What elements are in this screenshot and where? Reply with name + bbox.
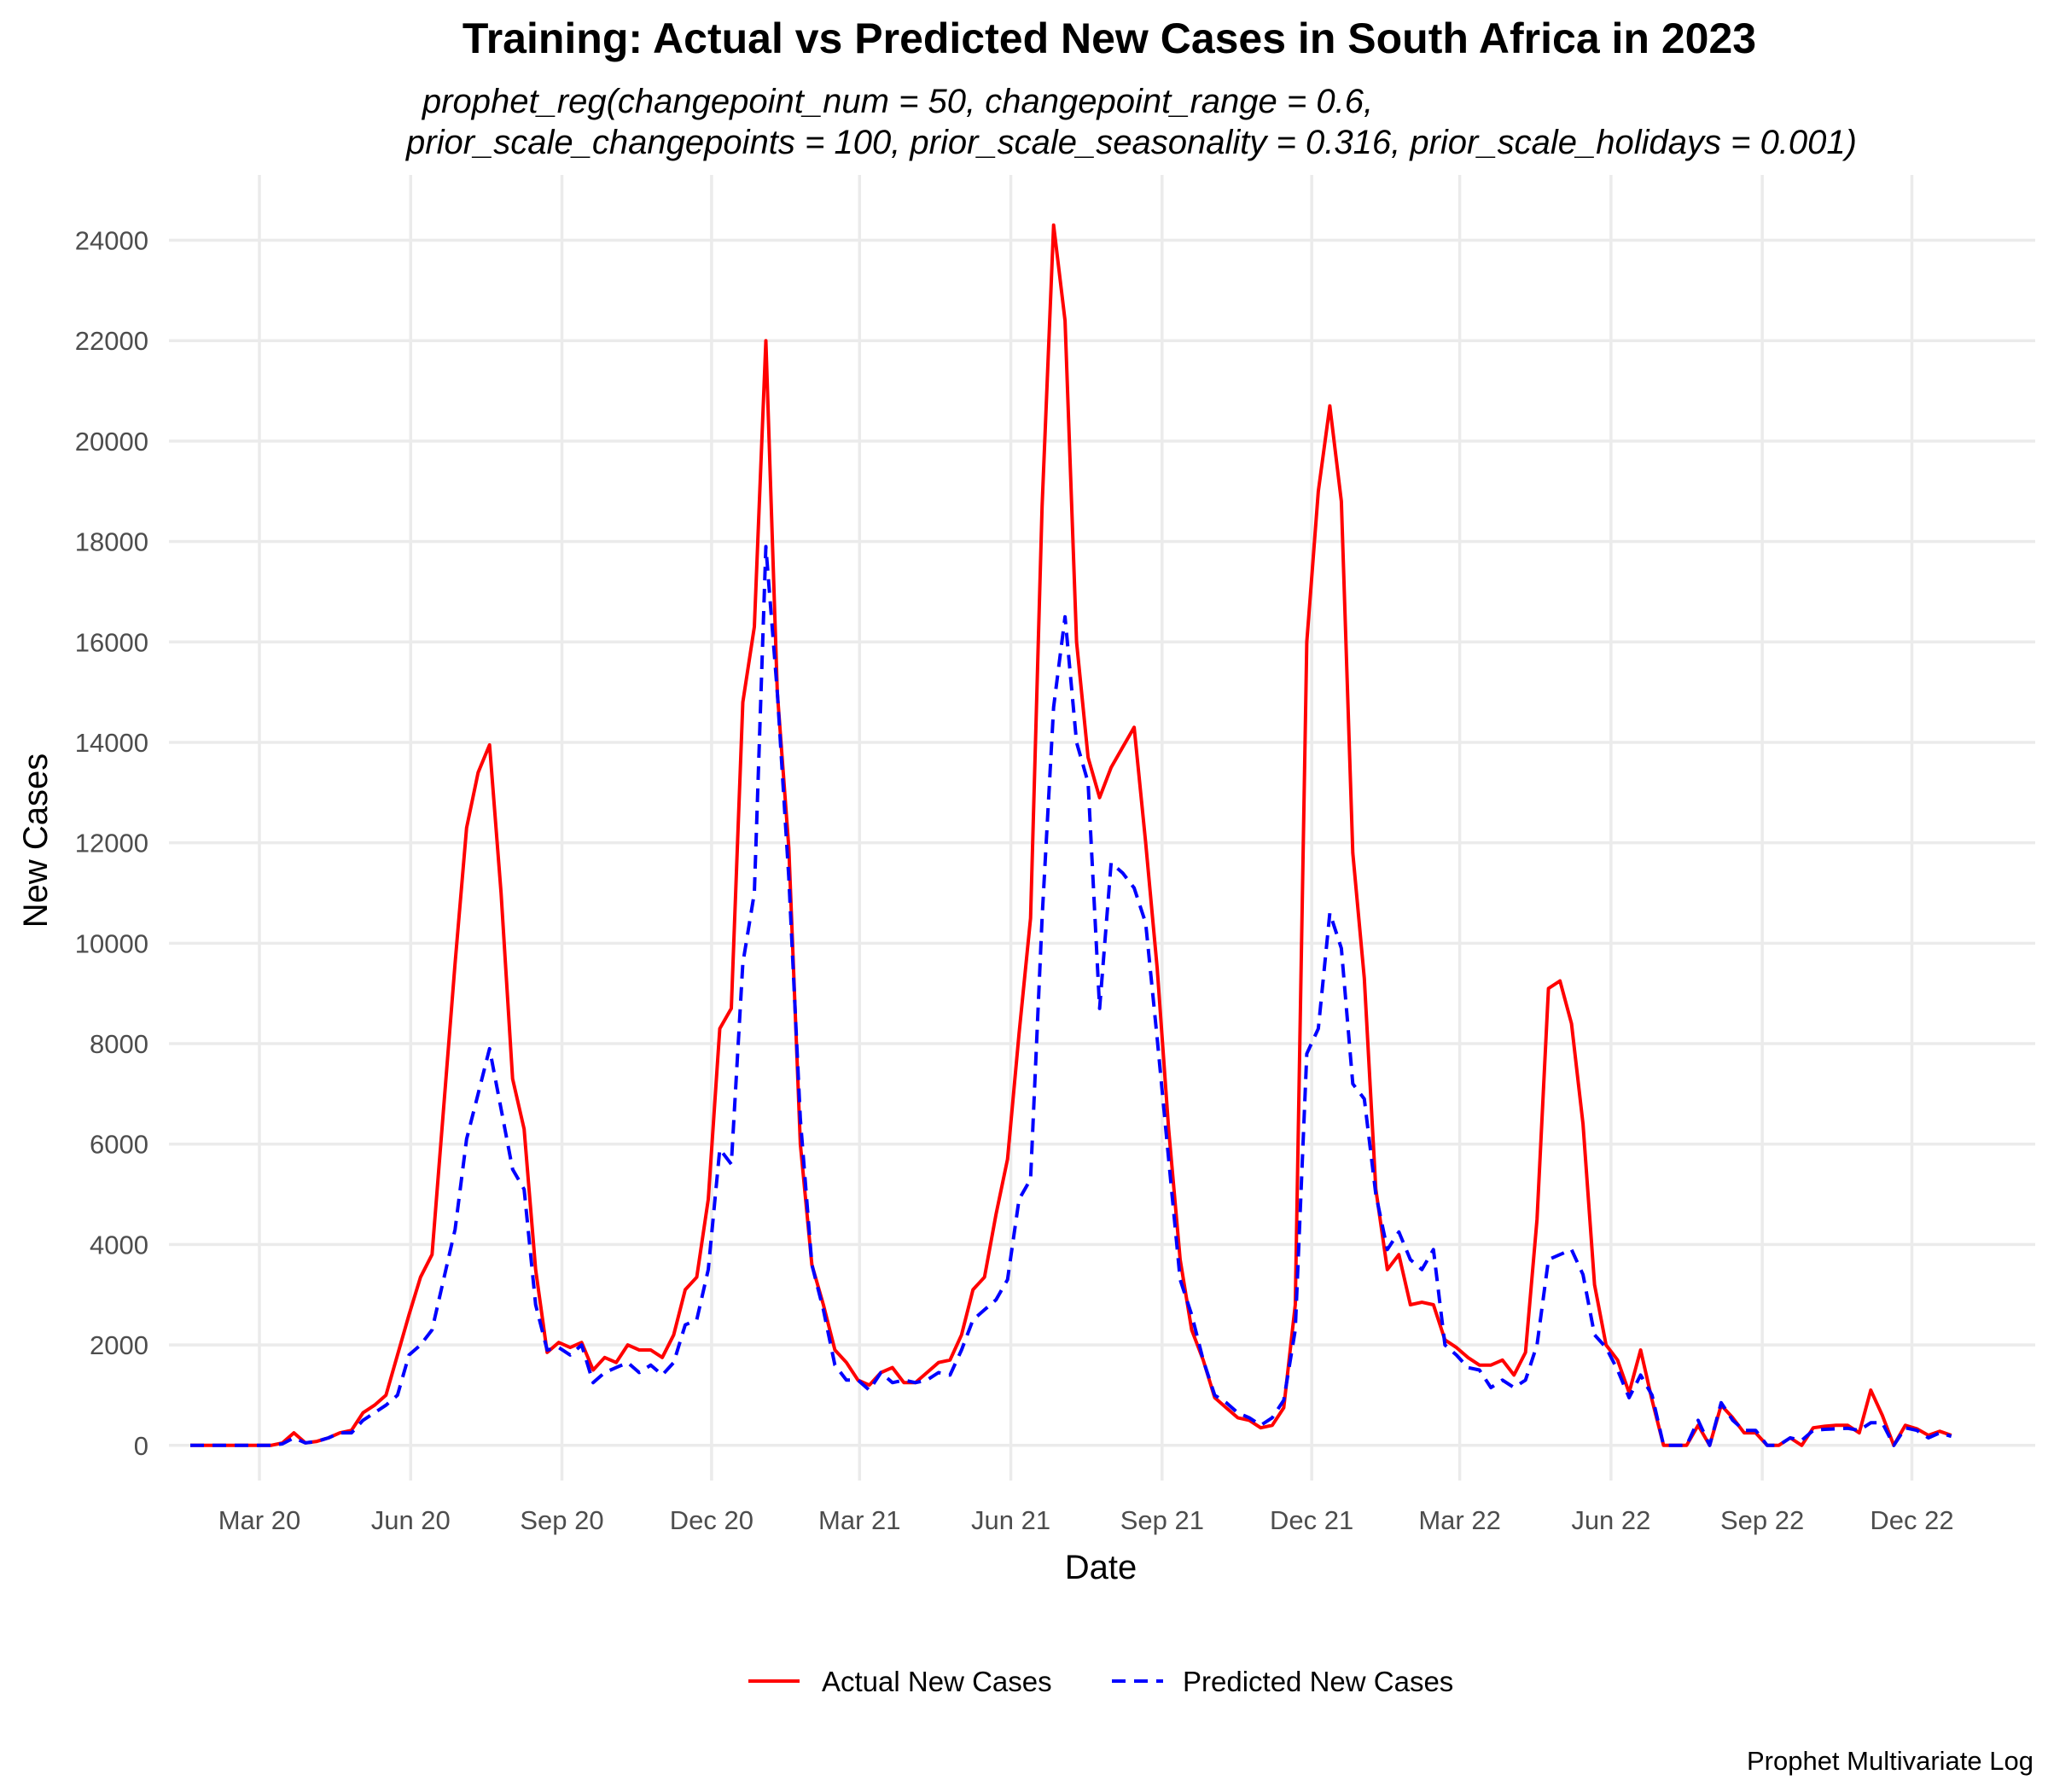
y-tick-label: 10000: [75, 928, 148, 958]
y-tick-label: 16000: [75, 627, 148, 657]
series-line-actual-new-cases: [190, 223, 1952, 1447]
y-tick-label: 6000: [90, 1130, 148, 1160]
y-tick-label: 4000: [90, 1230, 148, 1260]
x-axis-title: Date: [1065, 1549, 1137, 1586]
y-tick-label: 20000: [75, 427, 148, 457]
chart-subtitle-line-2: prior_scale_changepoints = 100, prior_sc…: [405, 124, 1857, 161]
y-tick-label: 18000: [75, 527, 148, 557]
series-lines: [190, 223, 1952, 1447]
x-tick-label: Sep 22: [1720, 1505, 1804, 1535]
x-tick-label: Dec 21: [1270, 1505, 1353, 1535]
y-tick-label: 14000: [75, 728, 148, 758]
x-tick-label: Jun 20: [371, 1505, 451, 1535]
y-tick-label: 12000: [75, 829, 148, 858]
chart-subtitle-line-1: prophet_reg(changepoint_num = 50, change…: [422, 83, 1373, 120]
y-axis-tick-labels: 0 2000 4000 6000 8000 10000 12000 14000 16000 180…: [75, 226, 148, 1461]
x-tick-label: Mar 21: [818, 1505, 900, 1535]
grid-lines: [169, 175, 2035, 1481]
y-tick-label: 22000: [75, 326, 148, 356]
legend-label-predicted-new-cases: Predicted New Cases: [1183, 1666, 1453, 1697]
x-tick-label: Mar 20: [218, 1505, 300, 1535]
x-tick-label: Jun 22: [1571, 1505, 1650, 1535]
x-tick-label: Sep 20: [520, 1505, 603, 1535]
x-tick-label: Mar 22: [1418, 1505, 1500, 1535]
y-axis-title: New Cases: [17, 753, 55, 928]
legend-label-actual-new-cases: Actual New Cases: [822, 1666, 1052, 1697]
series-line-predicted-new-cases: [190, 544, 1952, 1447]
y-tick-label: 24000: [75, 226, 148, 256]
x-tick-label: Dec 22: [1870, 1505, 1953, 1535]
x-tick-label: Sep 21: [1120, 1505, 1204, 1535]
x-tick-label: Dec 20: [670, 1505, 753, 1535]
y-tick-label: 8000: [90, 1029, 148, 1059]
chart-title: Training: Actual vs Predicted New Cases …: [463, 15, 1756, 62]
y-tick-label: 2000: [90, 1330, 148, 1360]
chart-caption: Prophet Multivariate Log: [1747, 1746, 2033, 1776]
x-tick-label: Jun 21: [971, 1505, 1050, 1535]
x-axis-tick-labels: Mar 20 Jun 20 Sep 20 Dec 20 Mar 21 Jun 21 Sep …: [218, 1505, 1954, 1535]
y-tick-label: 0: [134, 1431, 148, 1461]
legend: Actual New Cases Predicted New Cases: [748, 1666, 1453, 1697]
